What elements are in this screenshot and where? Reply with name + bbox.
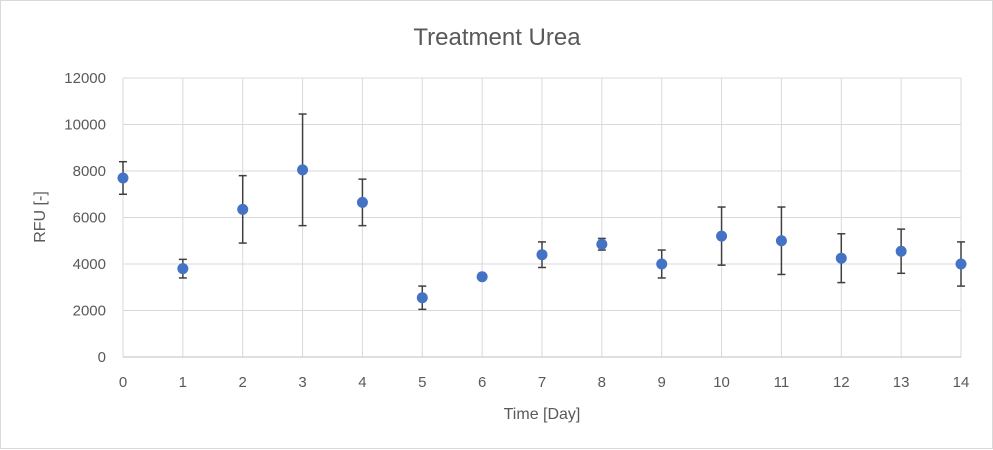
y-tick-label: 0 bbox=[98, 349, 106, 366]
y-tick-label: 8000 bbox=[73, 163, 106, 180]
x-tick-label: 9 bbox=[658, 374, 666, 391]
data-point bbox=[835, 252, 847, 264]
x-tick-label: 12 bbox=[833, 374, 850, 391]
x-tick-label: 2 bbox=[239, 374, 247, 391]
data-point bbox=[356, 196, 368, 208]
y-tick-label: 12000 bbox=[64, 70, 106, 87]
data-point bbox=[237, 203, 249, 215]
x-tick-label: 10 bbox=[713, 374, 730, 391]
data-point bbox=[297, 164, 309, 176]
x-tick-label: 7 bbox=[538, 374, 546, 391]
x-tick-label: 0 bbox=[119, 374, 127, 391]
data-point bbox=[656, 258, 668, 270]
data-point bbox=[775, 235, 787, 247]
x-tick-label: 4 bbox=[358, 374, 366, 391]
x-tick-label: 8 bbox=[598, 374, 606, 391]
x-tick-label: 11 bbox=[774, 374, 790, 391]
y-tick-label: 6000 bbox=[73, 210, 106, 227]
y-tick-label: 10000 bbox=[64, 117, 106, 134]
data-point bbox=[536, 249, 548, 261]
data-point bbox=[596, 238, 608, 250]
data-point bbox=[416, 292, 428, 304]
x-tick-label: 1 bbox=[179, 374, 187, 391]
x-tick-label: 5 bbox=[418, 374, 426, 391]
y-tick-label: 2000 bbox=[73, 303, 106, 320]
x-axis-label: Time [Day] bbox=[504, 406, 581, 423]
x-tick-label: 6 bbox=[478, 374, 486, 391]
data-point bbox=[476, 271, 488, 283]
y-axis-label: RFU [-] bbox=[32, 191, 49, 243]
data-point bbox=[955, 258, 967, 270]
data-point bbox=[895, 245, 907, 257]
data-point bbox=[716, 230, 728, 242]
y-tick-label: 4000 bbox=[73, 256, 106, 273]
data-point bbox=[117, 172, 129, 184]
x-tick-label: 3 bbox=[298, 374, 306, 391]
x-tick-label: 14 bbox=[953, 374, 970, 391]
x-tick-label: 13 bbox=[893, 374, 910, 391]
data-point bbox=[177, 263, 189, 275]
chart-title: Treatment Urea bbox=[413, 24, 581, 51]
